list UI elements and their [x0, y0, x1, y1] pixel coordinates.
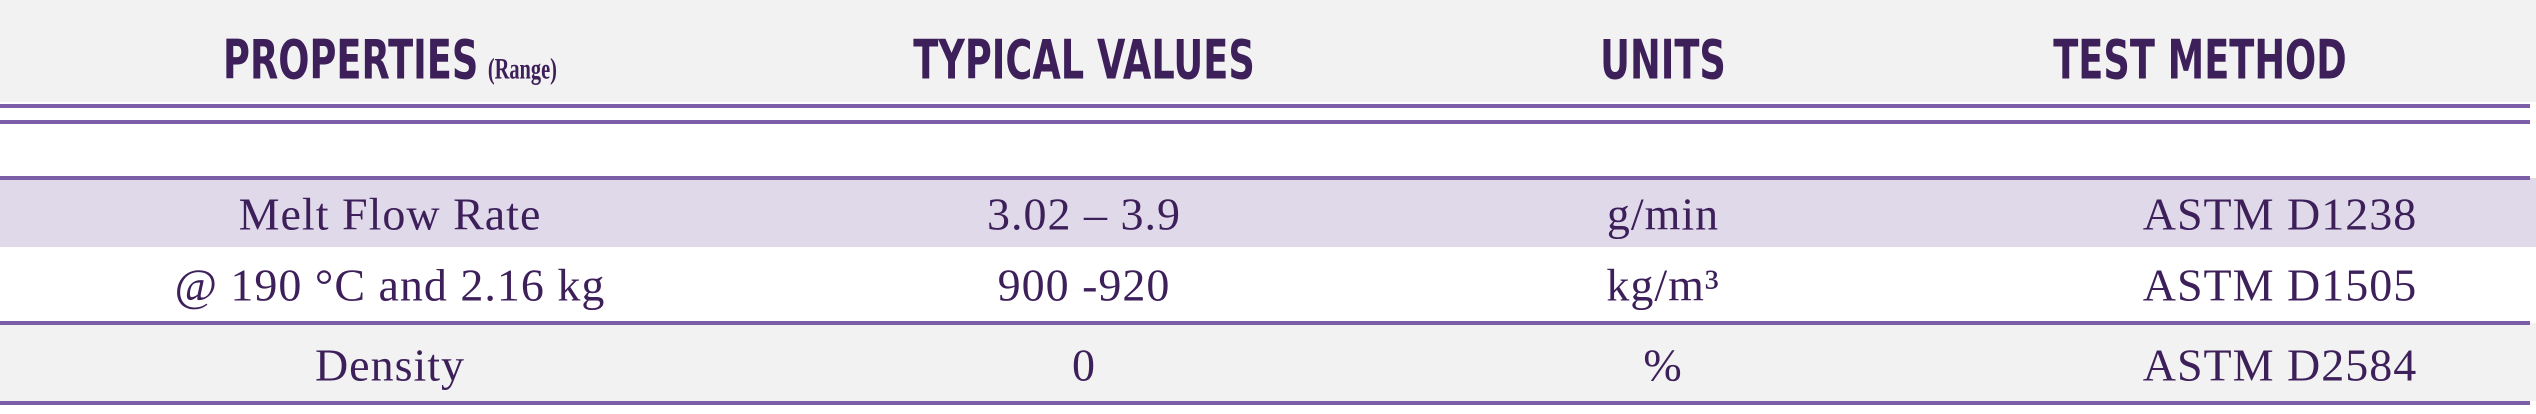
rule	[0, 401, 2530, 405]
table-cell: @ 190 °C and 2.16 kg	[174, 259, 606, 311]
row-band	[0, 323, 2536, 401]
table-cell: 900 -920	[997, 259, 1171, 311]
row-band	[0, 178, 2536, 247]
table-cell: g/min	[1606, 188, 1720, 240]
header-cell: PROPERTIES (Range)	[223, 29, 557, 92]
rule	[0, 176, 2530, 180]
table-cell: ASTM D1238	[2142, 188, 2418, 240]
table-cell: Melt Flow Rate	[238, 188, 542, 240]
table-cell: 0	[1072, 339, 1096, 391]
header-cell: TYPICAL VALUES	[913, 28, 1255, 92]
header-cell: TEST METHOD	[2053, 28, 2347, 92]
header-band	[0, 0, 2536, 102]
rule	[0, 104, 2530, 108]
rule	[0, 120, 2530, 124]
table-cell: ASTM D2584	[2142, 339, 2418, 391]
table-cell: 3.02 – 3.9	[987, 188, 1181, 240]
table-cell: ASTM D1505	[2142, 259, 2418, 311]
table-cell: Density	[314, 339, 466, 391]
table-cell: kg/m³	[1606, 259, 1720, 311]
table-cell: %	[1643, 339, 1683, 391]
header-text: PROPERTIES	[223, 28, 479, 92]
header-cell: UNITS	[1600, 28, 1726, 92]
range-note: (Range)	[487, 52, 557, 86]
rule	[0, 321, 2530, 325]
